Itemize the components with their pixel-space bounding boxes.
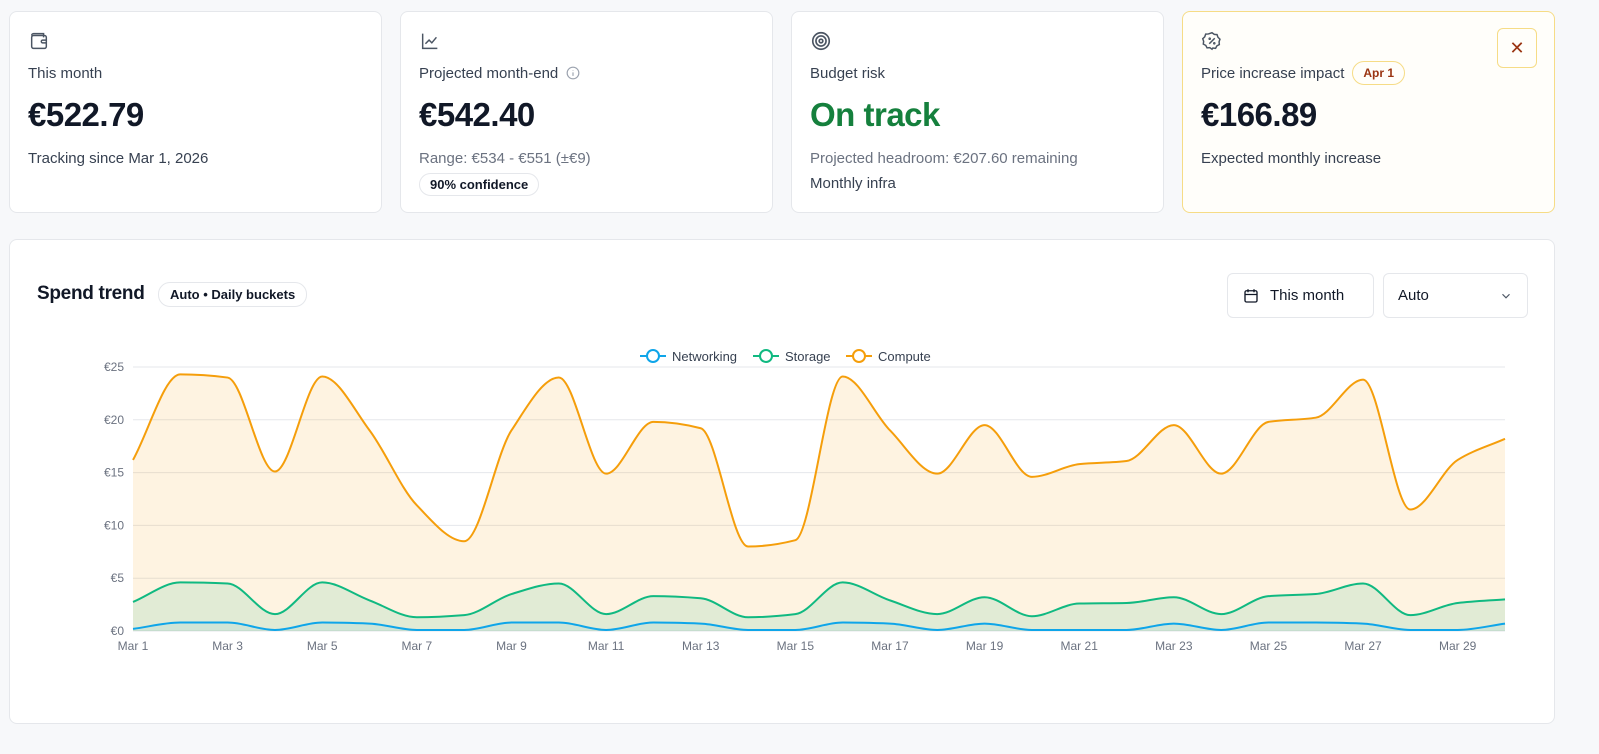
series-line-compute <box>132 373 1506 548</box>
card-budget-name: Monthly infra <box>810 175 896 192</box>
x-tick-label: Mar 23 <box>1155 639 1193 653</box>
x-tick-label: Mar 17 <box>871 639 909 653</box>
card-label: Price increase impact <box>1201 64 1345 82</box>
x-tick-label: Mar 11 <box>588 639 625 653</box>
close-icon: ✕ <box>1509 37 1525 58</box>
panel-title: Spend trend <box>37 283 145 304</box>
card-label: This month <box>28 64 103 82</box>
x-tick-label: Mar 1 <box>118 639 149 653</box>
y-tick-label: €0 <box>111 624 125 638</box>
x-tick-label: Mar 3 <box>212 639 243 653</box>
x-tick-label: Mar 27 <box>1344 639 1382 653</box>
x-tick-label: Mar 25 <box>1250 639 1288 653</box>
date-range-button[interactable]: This month <box>1227 273 1374 318</box>
card-sub: Tracking since Mar 1, 2026 <box>28 150 209 167</box>
y-tick-label: €20 <box>104 413 124 427</box>
card-headroom: Projected headroom: €207.60 remaining <box>810 150 1078 167</box>
x-tick-label: Mar 5 <box>307 639 338 653</box>
card-value: €542.40 <box>419 96 535 133</box>
legend-label-storage: Storage <box>785 349 831 364</box>
card-projected: Projected month-end €542.40 Range: €534 … <box>400 11 773 213</box>
series-area-storage <box>133 582 1505 631</box>
confidence-pill: 90% confidence <box>419 173 540 196</box>
percent-badge-icon <box>1201 31 1221 51</box>
line-chart-icon <box>421 33 438 50</box>
card-label: Projected month-end <box>419 64 559 82</box>
card-label: Budget risk <box>810 64 886 82</box>
legend-marker <box>759 349 773 363</box>
x-tick-label: Mar 7 <box>402 639 433 653</box>
card-value: €166.89 <box>1201 96 1317 133</box>
x-tick-label: Mar 9 <box>496 639 527 653</box>
calendar-icon <box>1244 288 1258 303</box>
x-tick-label: Mar 15 <box>777 639 815 653</box>
series-area-compute <box>133 374 1505 631</box>
wallet-icon <box>30 32 48 50</box>
card-sub: Expected monthly increase <box>1201 150 1382 167</box>
card-value: On track <box>810 96 940 133</box>
y-tick-label: €5 <box>111 571 125 585</box>
y-tick-label: €15 <box>104 466 124 480</box>
bucket-badge: Auto • Daily buckets <box>158 282 308 307</box>
date-range-label: This month <box>1270 287 1345 304</box>
legend-marker <box>646 349 660 363</box>
card-this-month: This month €522.79 Tracking since Mar 1,… <box>9 11 382 213</box>
legend-marker <box>852 349 866 363</box>
card-value: €522.79 <box>28 96 144 133</box>
card-price-increase: Price increase impact Apr 1 €166.89 Expe… <box>1182 11 1555 213</box>
card-budget-risk: Budget risk On track Projected headroom:… <box>791 11 1164 213</box>
x-tick-label: Mar 13 <box>682 639 720 653</box>
info-icon[interactable] <box>566 66 580 80</box>
legend-label-networking: Networking <box>672 349 737 364</box>
legend-label-compute: Compute <box>878 349 931 364</box>
card-range: Range: €534 - €551 (±€9) <box>419 150 591 167</box>
date-badge: Apr 1 <box>1352 61 1406 85</box>
x-tick-label: Mar 29 <box>1439 639 1477 653</box>
x-tick-label: Mar 21 <box>1061 639 1099 653</box>
series-line-storage <box>132 581 1506 619</box>
granularity-select[interactable]: Auto <box>1383 273 1528 318</box>
series-line-networking <box>132 621 1506 631</box>
spend-trend-panel: Spend trend Auto • Daily buckets This mo… <box>9 239 1555 724</box>
y-tick-label: €25 <box>104 360 124 374</box>
x-tick-label: Mar 19 <box>966 639 1004 653</box>
chevron-down-icon <box>1502 293 1510 299</box>
dismiss-button[interactable]: ✕ <box>1497 28 1537 68</box>
granularity-value: Auto <box>1398 287 1429 304</box>
y-tick-label: €10 <box>104 518 124 532</box>
target-icon <box>811 31 831 51</box>
